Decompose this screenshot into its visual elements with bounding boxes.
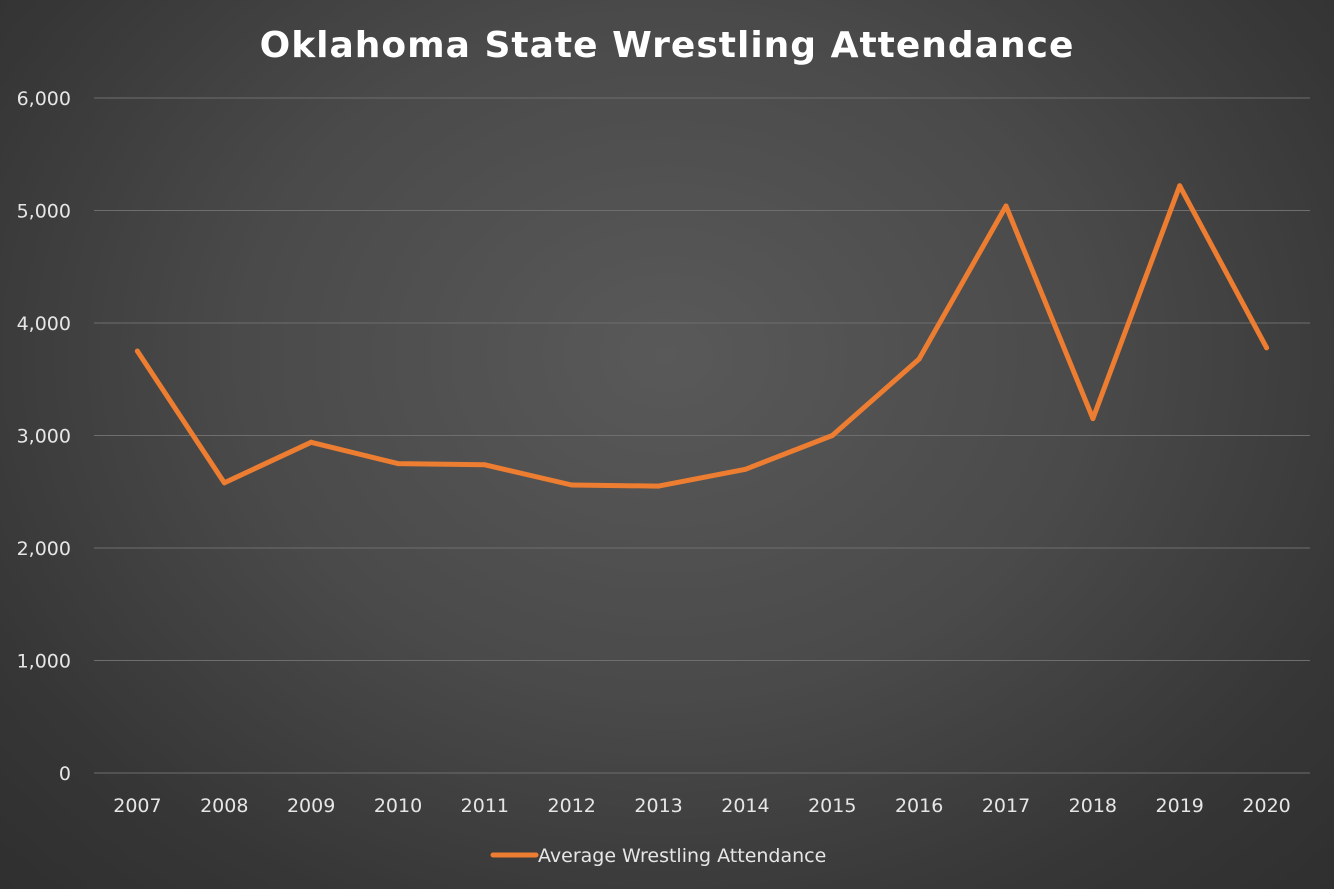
y-tick-label: 4,000 xyxy=(17,313,71,335)
data-point xyxy=(395,461,401,467)
data-point xyxy=(829,433,835,438)
y-tick-label: 5,000 xyxy=(17,201,71,223)
x-tick-label: 2011 xyxy=(461,795,509,817)
y-tick-label: 1,000 xyxy=(17,651,71,673)
chart-title: Oklahoma State Wrestling Attendance xyxy=(260,25,1075,66)
gridlines xyxy=(94,97,1310,774)
y-axis-tick-labels: 0 1,000 2,000 3,000 4,000 5,000 6,000 xyxy=(17,88,71,785)
data-point xyxy=(656,483,662,489)
data-point xyxy=(1177,183,1183,189)
x-tick-label: 2010 xyxy=(374,795,422,817)
data-point xyxy=(1090,416,1096,422)
series-line xyxy=(134,183,1270,489)
data-point xyxy=(569,482,575,488)
x-tick-label: 2018 xyxy=(1069,795,1117,817)
data-point xyxy=(308,439,314,445)
x-tick-label: 2017 xyxy=(982,795,1030,817)
y-tick-label: 0 xyxy=(59,763,71,785)
series-lines xyxy=(134,183,1270,489)
legend-label: Average Wrestling Attendance xyxy=(538,845,826,867)
data-point xyxy=(134,348,140,354)
x-tick-label: 2015 xyxy=(808,795,856,817)
data-point xyxy=(916,356,922,362)
legend: Average Wrestling Attendance xyxy=(490,845,826,867)
x-tick-label: 2020 xyxy=(1242,795,1290,817)
x-tick-label: 2014 xyxy=(721,795,769,817)
x-tick-label: 2009 xyxy=(287,795,335,817)
y-tick-label: 2,000 xyxy=(17,538,71,560)
x-tick-label: 2012 xyxy=(548,795,596,817)
x-tick-label: 2016 xyxy=(895,795,943,817)
x-tick-label: 2013 xyxy=(634,795,682,817)
x-tick-label: 2019 xyxy=(1156,795,1204,817)
y-tick-label: 6,000 xyxy=(17,88,71,110)
data-point xyxy=(742,466,748,472)
data-point xyxy=(482,462,488,468)
x-tick-label: 2007 xyxy=(113,795,161,817)
y-tick-label: 3,000 xyxy=(17,426,71,448)
data-point xyxy=(1264,345,1270,351)
x-tick-label: 2008 xyxy=(200,795,248,817)
x-axis-tick-labels: 2007 2008 2009 2010 2011 2012 2013 2014 2015 2016… xyxy=(113,795,1291,817)
data-point xyxy=(1003,203,1009,209)
data-point xyxy=(221,480,227,486)
